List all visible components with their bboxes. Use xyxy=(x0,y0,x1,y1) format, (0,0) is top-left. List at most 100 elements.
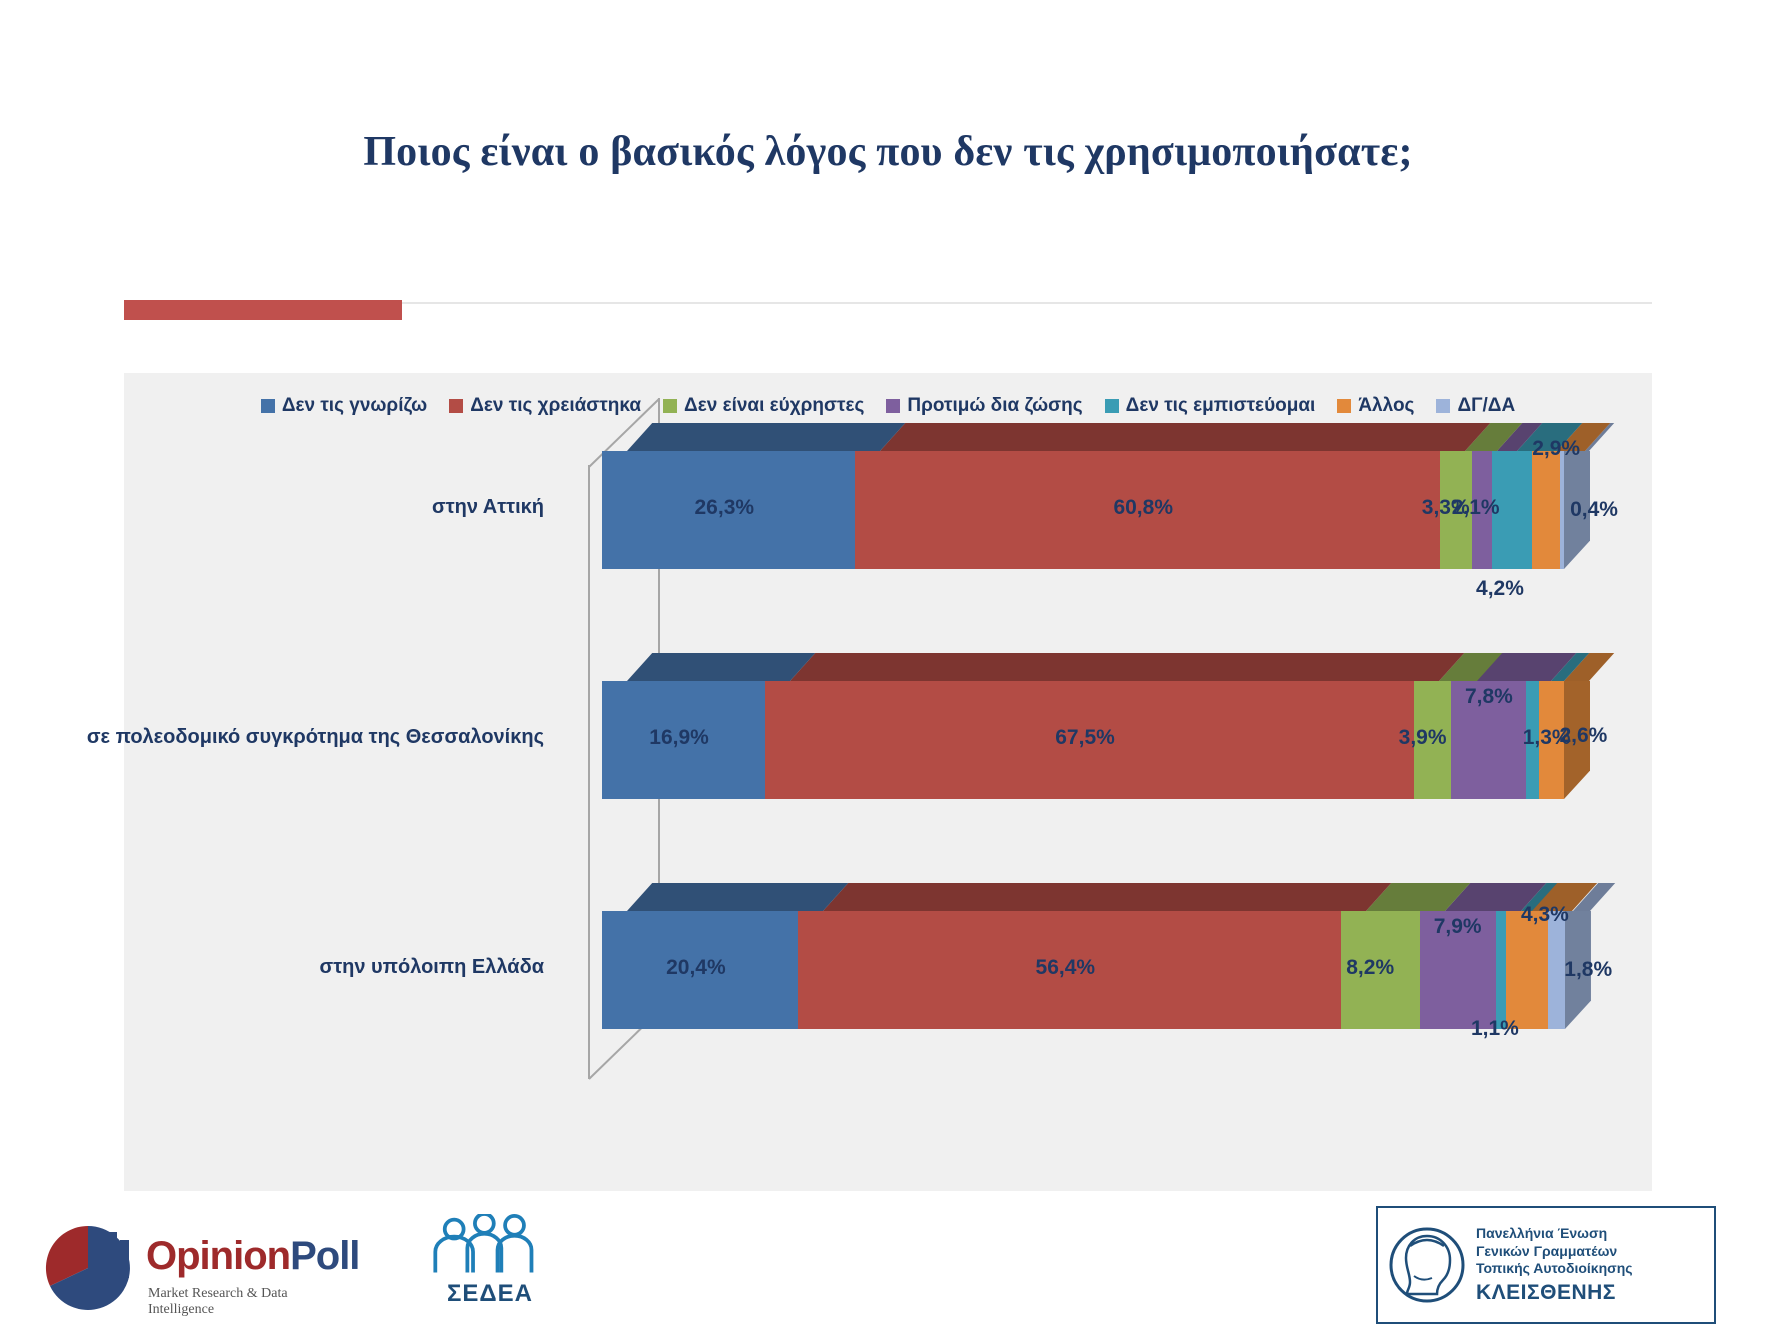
legend-item-2[interactable]: Δεν είναι εύχρηστες xyxy=(663,395,864,417)
legend-swatch-icon xyxy=(886,399,901,413)
chart-legend: Δεν τις γνωρίζω Δεν τις χρειάστηκα Δεν είν… xyxy=(124,395,1652,417)
axis-diagonal-top xyxy=(588,398,660,468)
bar-segment-δγ/δα[interactable] xyxy=(1547,911,1565,1029)
data-label: 3,3% xyxy=(1421,496,1470,519)
legend-swatch-icon xyxy=(1436,399,1451,413)
data-label: 7,9% xyxy=(1433,915,1482,938)
bar-segment-προτιμώ-δια-ζώσης[interactable] xyxy=(1451,681,1527,799)
data-label: 26,3% xyxy=(694,496,755,519)
kleisthenis-line-1: Πανελλήνια Ένωση xyxy=(1476,1225,1608,1242)
kleisthenis-logo: Πανελλήνια Ένωση Γενικών Γραμματέων Τοπι… xyxy=(1376,1206,1716,1324)
opinionpoll-mark-icon xyxy=(45,1226,130,1310)
kleisthenis-line-3: Τοπικής Αυτοδιοίκησης xyxy=(1476,1260,1633,1277)
title-divider xyxy=(124,300,1652,320)
data-label: 56,4% xyxy=(1035,956,1096,979)
data-label: 4,3% xyxy=(1520,903,1569,926)
divider-accent xyxy=(124,300,402,320)
bar-end-cap xyxy=(1564,911,1591,1029)
footer-logos: OpinionPoll Market Research & Data Intel… xyxy=(0,1200,1776,1332)
kleisthenis-wordmark: ΚΛΕΙΣΘΕΝΗΣ xyxy=(1476,1280,1616,1304)
data-label: 2,6% xyxy=(1559,724,1608,747)
legend-item-4[interactable]: Δεν τις εμπιστεύομαι xyxy=(1104,395,1316,417)
bar-segment-δεν-είναι-εύχρηστες[interactable] xyxy=(1439,451,1472,569)
data-label: 1,1% xyxy=(1470,1017,1519,1040)
data-label: 60,8% xyxy=(1113,496,1173,519)
kleisthenis-line-2: Γενικών Γραμματέων xyxy=(1476,1242,1618,1259)
legend-item-5[interactable]: Άλλος xyxy=(1337,395,1414,417)
legend-item-label: Προτιμώ δια ζώσης xyxy=(907,395,1083,416)
data-label: 1,3% xyxy=(1522,726,1571,749)
data-label: 3,9% xyxy=(1398,726,1447,749)
bar-segment-top-face xyxy=(823,883,1392,911)
legend-item-label: Δεν τις γνωρίζω xyxy=(281,395,428,416)
data-label: 67,5% xyxy=(1055,726,1115,749)
bar-segment-δεν-τις-γνωρίζω[interactable] xyxy=(602,911,799,1029)
bar-segment-άλλος[interactable] xyxy=(1506,911,1548,1029)
bar-top-shade xyxy=(627,653,815,681)
legend-item-6[interactable]: ΔΓ/ΔΑ xyxy=(1436,395,1515,417)
data-label: 4,2% xyxy=(1476,577,1524,600)
legend-item-label: Δεν τις χρειάστηκα xyxy=(470,395,642,416)
legend-swatch-icon xyxy=(449,399,464,413)
legend-item-label: ΔΓ/ΔΑ xyxy=(1457,395,1516,416)
bar-segment-δεν-είναι-εύχρηστες[interactable] xyxy=(1413,681,1452,799)
bar-segment-δεν-τις-εμπιστεύομαι[interactable] xyxy=(1495,911,1507,1029)
legend-swatch-icon xyxy=(1337,399,1352,413)
data-label: 20,4% xyxy=(666,956,726,979)
opinionpoll-name-a: Opinion xyxy=(146,1234,291,1278)
data-label: 2,1% xyxy=(1451,496,1500,519)
opinionpoll-logo: OpinionPoll Market Research & Data Intel… xyxy=(40,1210,360,1322)
bar-segment-top-face xyxy=(627,423,906,451)
legend-swatch-icon xyxy=(260,399,275,413)
stacked-bar-plot: στην Αττική 26,3% 60,8% 3,3% 2,1% 4,2% 2,9% 0,4… xyxy=(87,423,1652,1163)
kleisthenis-text: Πανελλήνια Ένωση Γενικών Γραμματέων Τοπι… xyxy=(1476,1225,1633,1305)
legend-item-label: Άλλος xyxy=(1358,395,1415,416)
data-label: 8,2% xyxy=(1346,956,1395,979)
bar-segment-top-face xyxy=(880,423,1491,451)
chart-panel: Δεν τις γνωρίζω Δεν τις χρειάστηκα Δεν είν… xyxy=(87,373,1652,1191)
data-label: 2,9% xyxy=(1532,437,1581,460)
data-label: 1,8% xyxy=(1564,958,1613,981)
sedea-people-icon xyxy=(433,1212,534,1273)
data-label: 16,9% xyxy=(649,726,709,749)
kleisthenis-head-icon xyxy=(1389,1227,1465,1303)
bar-segment-προτιμώ-δια-ζώσης[interactable] xyxy=(1471,451,1492,569)
legend-item-label: Δεν είναι εύχρηστες xyxy=(684,395,865,416)
category-label: στην Αττική xyxy=(432,496,544,518)
data-label: 7,8% xyxy=(1464,685,1513,708)
legend-item-3[interactable]: Προτιμώ δια ζώσης xyxy=(886,395,1083,417)
bar-end-cap xyxy=(1564,451,1590,569)
bar-segment-άλλος[interactable] xyxy=(1538,681,1564,799)
bar-segment-δεν-είναι-εύχρηστες[interactable] xyxy=(1340,911,1420,1029)
bar-segment-δεν-τις-γνωρίζω[interactable] xyxy=(602,451,855,569)
bar-top-shade xyxy=(627,423,906,451)
bar-end-cap xyxy=(1564,681,1590,799)
bar-top-shade xyxy=(823,883,1392,911)
axis-line-back xyxy=(588,465,590,1079)
page-title: Ποιος είναι ο βασικός λόγος που δεν τις … xyxy=(363,129,1413,175)
bar-segment-δεν-τις-εμπιστεύομαι[interactable] xyxy=(1526,681,1539,799)
bar-top-shade xyxy=(627,883,849,911)
category-label: σε πολεοδομικό συγκρότημα της Θεσσαλονίκ… xyxy=(86,726,544,748)
bar-segment-άλλος[interactable] xyxy=(1532,451,1561,569)
bar-segment-top-face xyxy=(789,653,1465,681)
legend-swatch-icon xyxy=(663,399,678,413)
sedea-logo: ΣΕΔΕΑ xyxy=(420,1212,560,1314)
bar-segment-προτιμώ-δια-ζώσης[interactable] xyxy=(1419,911,1496,1029)
divider-line xyxy=(124,302,1652,304)
bar-segment-δεν-τις-χρειάστηκα[interactable] xyxy=(764,681,1414,799)
legend-item-0[interactable]: Δεν τις γνωρίζω xyxy=(260,395,428,417)
bar-segment-δεν-τις-εμπιστεύομαι[interactable] xyxy=(1491,451,1533,569)
bar-segment-δεν-τις-χρειάστηκα[interactable] xyxy=(798,911,1341,1029)
bar-top-shade xyxy=(880,423,1491,451)
legend-swatch-icon xyxy=(1104,399,1119,413)
bar-segment-δεν-τις-γνωρίζω[interactable] xyxy=(602,681,765,799)
bar-segment-δγ/δα[interactable] xyxy=(1560,451,1564,569)
opinionpoll-name-b: Poll xyxy=(290,1234,360,1278)
bar-top-shade xyxy=(789,653,1465,681)
bar-segment-top-face xyxy=(627,883,849,911)
bar-segment-δεν-τις-χρειάστηκα[interactable] xyxy=(855,451,1440,569)
legend-item-label: Δεν τις εμπιστεύομαι xyxy=(1125,395,1316,416)
legend-item-1[interactable]: Δεν τις χρειάστηκα xyxy=(449,395,641,417)
